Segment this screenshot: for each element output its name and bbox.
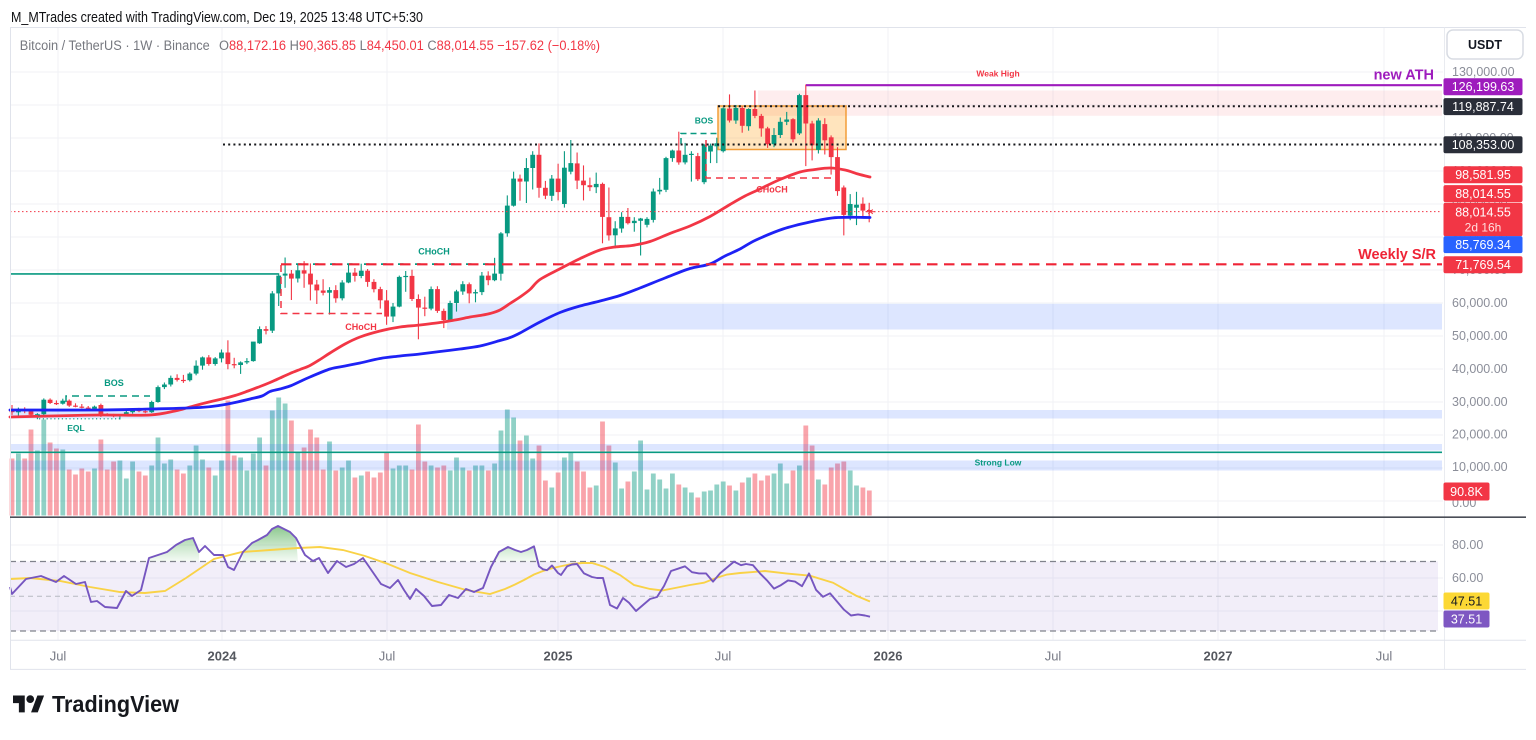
svg-text:10,000.00: 10,000.00 (1452, 460, 1508, 474)
svg-text:88,014.55: 88,014.55 (1455, 187, 1511, 201)
svg-text:Bitcoin / TetherUS · 1W · Bina: Bitcoin / TetherUS · 1W · Binance (20, 38, 210, 53)
svg-text:Weekly S/R: Weekly S/R (1358, 247, 1436, 263)
svg-text:80.00: 80.00 (1452, 538, 1483, 552)
svg-text:CHoCH: CHoCH (418, 247, 450, 257)
svg-text:2025: 2025 (544, 649, 573, 664)
svg-text:20,000.00: 20,000.00 (1452, 428, 1508, 442)
svg-text:EQL: EQL (67, 423, 84, 433)
svg-text:Jul: Jul (1376, 649, 1393, 664)
svg-text:CHoCH: CHoCH (756, 185, 788, 195)
svg-text:108,353.00: 108,353.00 (1452, 138, 1515, 152)
svg-text:90.8K: 90.8K (1450, 485, 1483, 499)
svg-text:98,581.95: 98,581.95 (1455, 168, 1511, 182)
svg-text:CHoCH: CHoCH (345, 322, 377, 332)
svg-text:O88,172.16 H90,365.85 L84,450.: O88,172.16 H90,365.85 L84,450.01 C88,014… (219, 38, 600, 53)
svg-text:Weak High: Weak High (976, 69, 1019, 79)
svg-text:60.00: 60.00 (1452, 571, 1483, 585)
svg-text:71,769.54: 71,769.54 (1455, 258, 1511, 272)
svg-text:Jul: Jul (1045, 649, 1062, 664)
svg-text:Jul: Jul (715, 649, 732, 664)
svg-text:50,000.00: 50,000.00 (1452, 329, 1508, 343)
svg-text:2027: 2027 (1204, 649, 1233, 664)
svg-text:119,887.74: 119,887.74 (1452, 100, 1514, 114)
svg-text:Jul: Jul (50, 649, 67, 664)
svg-text:Strong Low: Strong Low (975, 458, 1022, 468)
svg-text:BOS: BOS (104, 378, 124, 388)
svg-text:USDT: USDT (1468, 38, 1502, 52)
svg-text:47.51: 47.51 (1451, 594, 1482, 608)
svg-text:88,014.55: 88,014.55 (1455, 205, 1511, 219)
svg-text:30,000.00: 30,000.00 (1452, 395, 1508, 409)
svg-text:85,769.34: 85,769.34 (1455, 238, 1511, 252)
svg-text:M_MTrades created with Trading: M_MTrades created with TradingView.com, … (11, 10, 423, 26)
svg-text:Jul: Jul (379, 649, 396, 664)
svg-text:new ATH: new ATH (1374, 68, 1434, 84)
svg-text:126,199.63: 126,199.63 (1452, 80, 1515, 94)
svg-text:37.51: 37.51 (1451, 612, 1482, 626)
svg-text:TradingView: TradingView (52, 691, 180, 717)
svg-text:2026: 2026 (874, 649, 903, 664)
svg-text:BOS: BOS (695, 116, 714, 126)
svg-text:40,000.00: 40,000.00 (1452, 362, 1508, 376)
svg-text:60,000.00: 60,000.00 (1452, 296, 1508, 310)
svg-text:2024: 2024 (208, 649, 238, 664)
svg-text:130,000.00: 130,000.00 (1452, 65, 1515, 79)
svg-text:2d 16h: 2d 16h (1465, 221, 1502, 235)
